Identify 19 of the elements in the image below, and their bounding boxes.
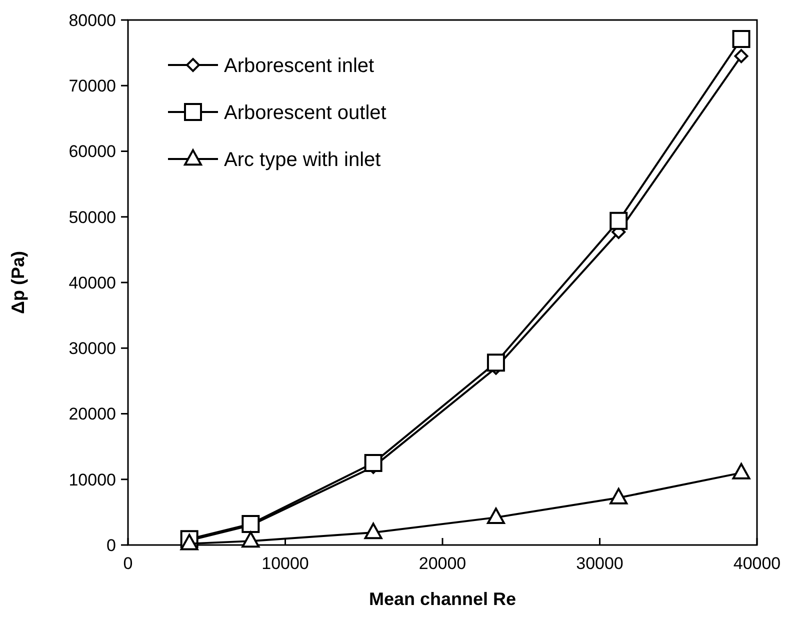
legend-label: Arc type with inlet (224, 149, 382, 171)
x-tick-label: 10000 (262, 554, 309, 573)
y-tick-label: 10000 (68, 470, 116, 490)
x-axis-title: Mean channel Re (368, 589, 516, 609)
y-tick-label: 0 (106, 536, 116, 555)
x-tick-label: 30000 (576, 554, 624, 573)
x-tick-label: 20000 (418, 554, 466, 573)
y-tick-label: 50000 (68, 208, 116, 227)
legend-label: Arborescent inlet (224, 55, 375, 77)
y-axis-title: Δp (Pa) (8, 251, 28, 314)
x-tick-label: 40000 (733, 554, 781, 573)
y-tick-label: 80000 (68, 10, 116, 30)
y-tick-label: 20000 (68, 404, 116, 424)
y-tick-label: 70000 (68, 76, 116, 96)
y-tick-label: 40000 (68, 273, 116, 292)
y-tick-label: 60000 (68, 142, 116, 162)
x-tick-label: 0 (123, 554, 133, 573)
legend-label: Arborescent outlet (224, 102, 387, 124)
y-tick-label: 30000 (68, 339, 116, 358)
